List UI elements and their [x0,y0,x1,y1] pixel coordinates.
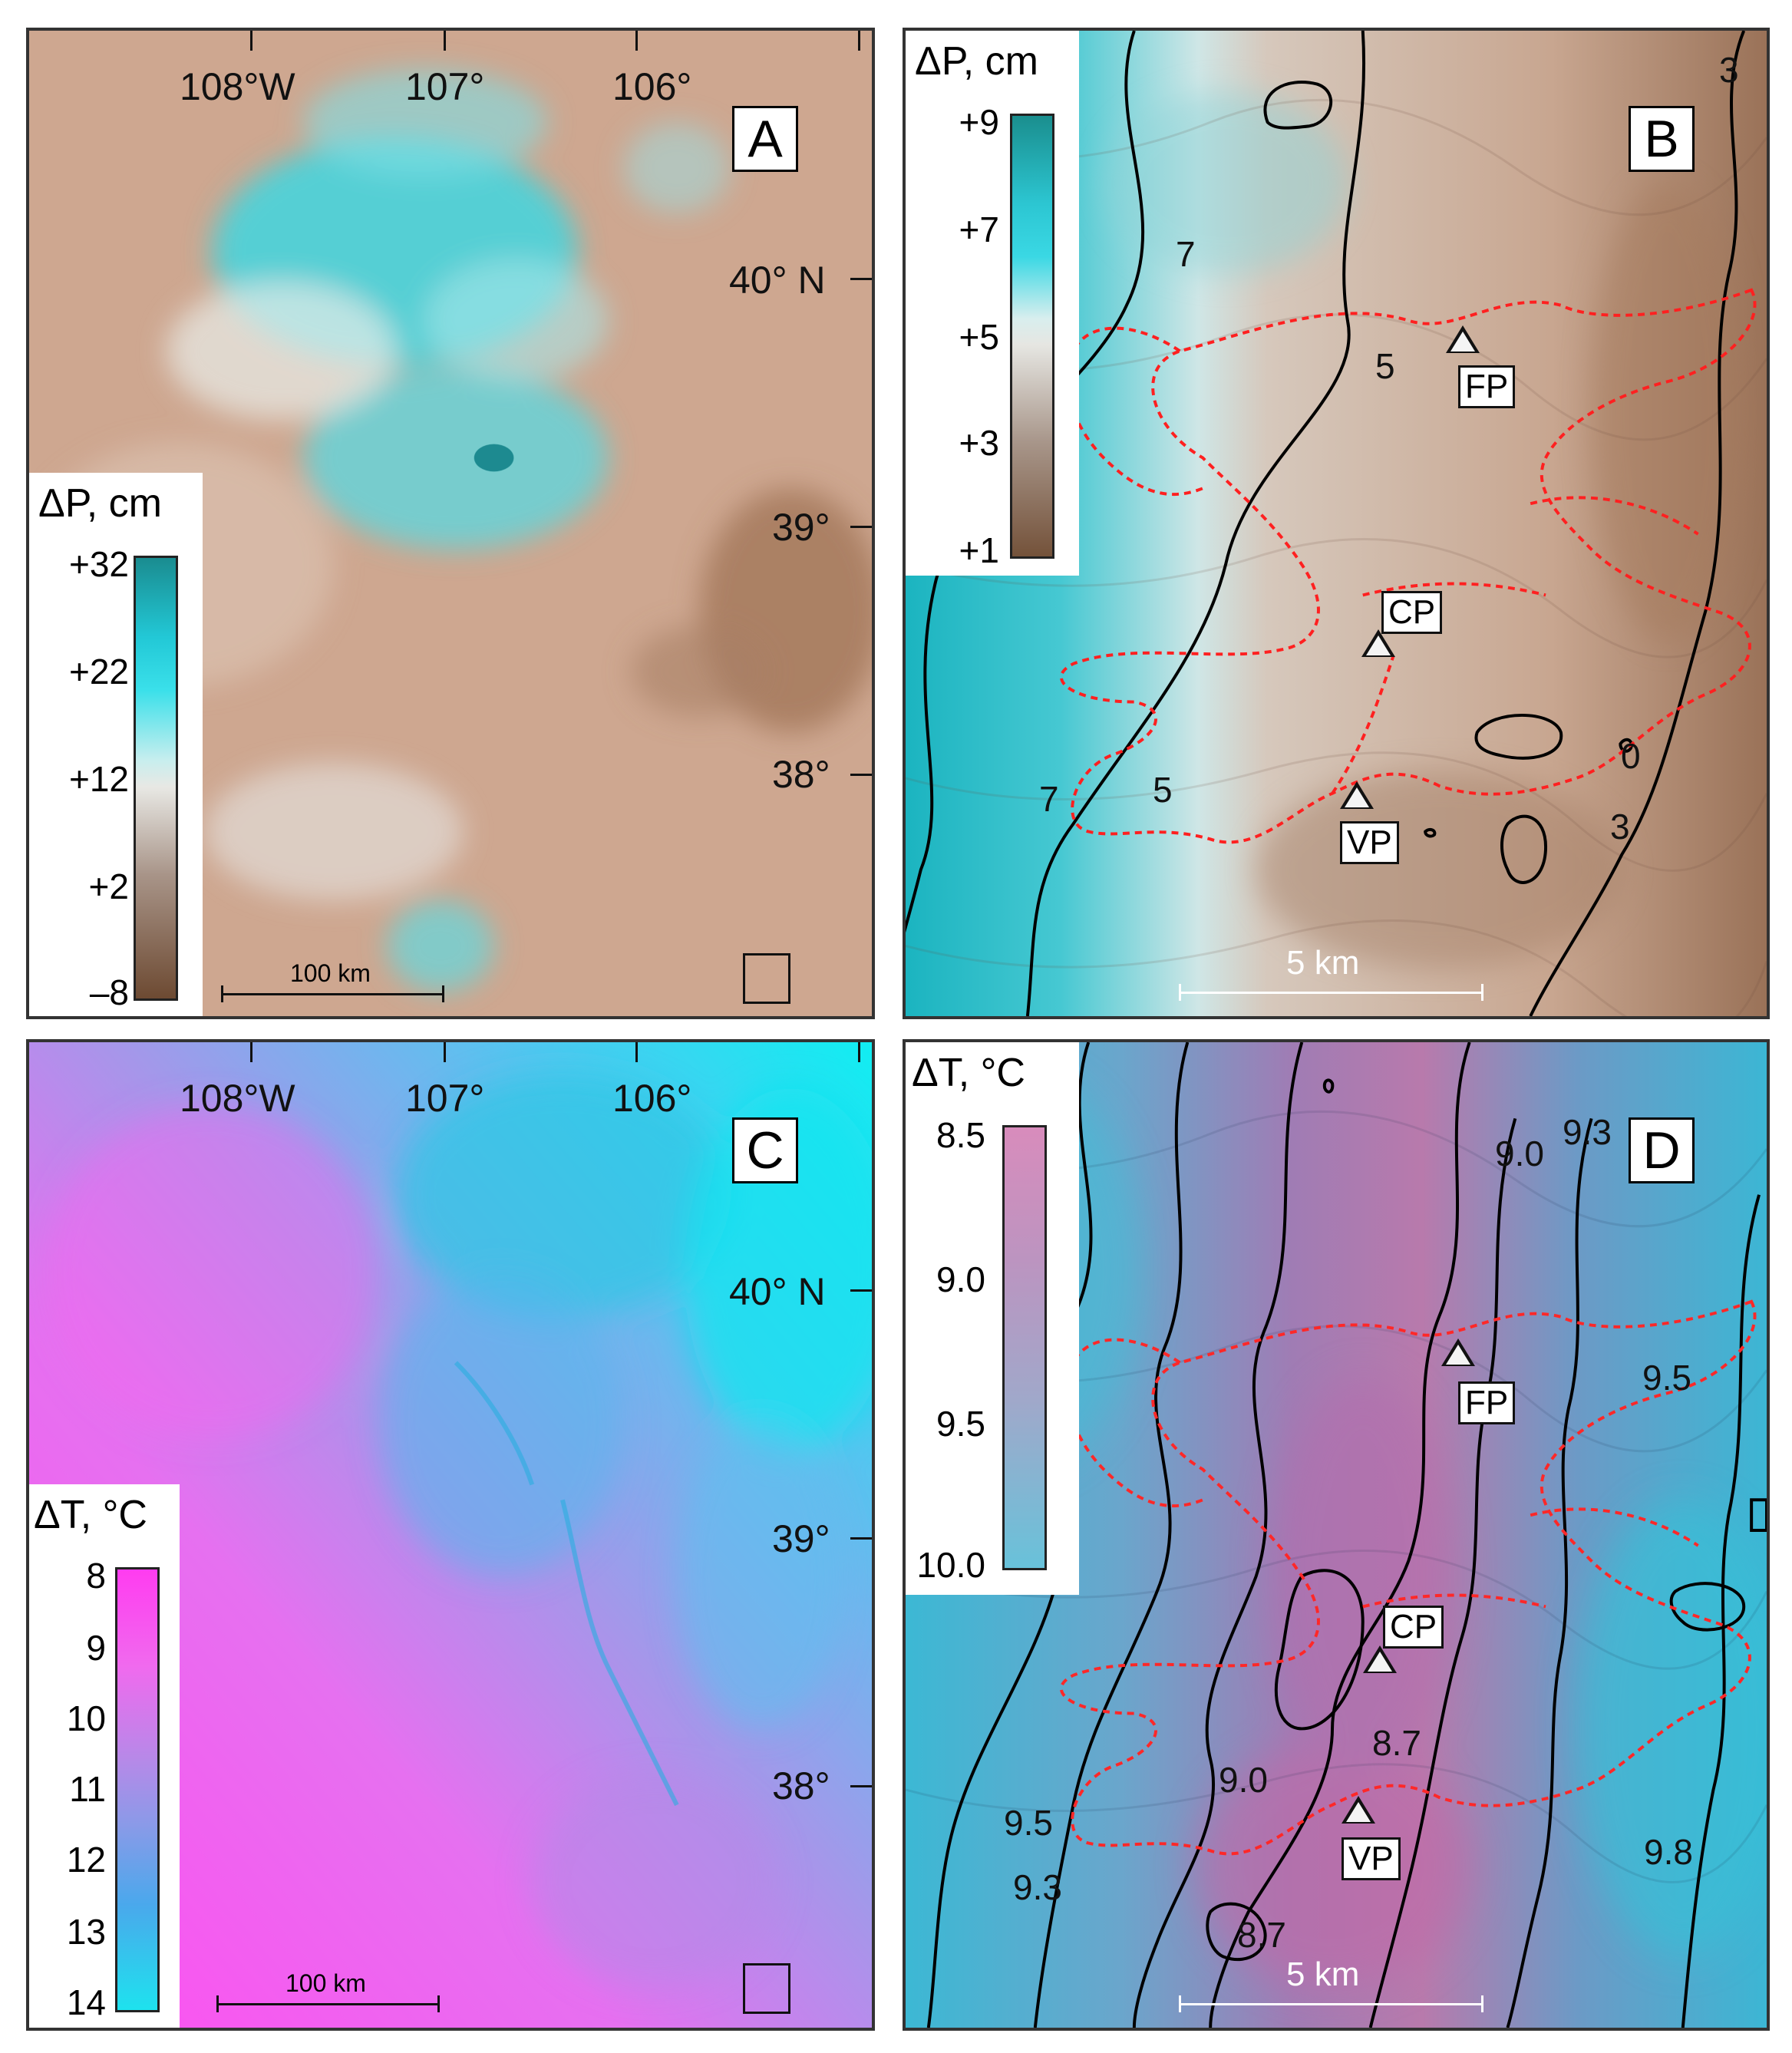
legend-value: 9.5 [936,1404,985,1444]
lon-label-106: 106° [612,65,692,108]
contour-label: 0 [1621,736,1641,776]
contour-label: 8.7 [1372,1723,1421,1763]
contour-label: 9.5 [1642,1358,1691,1398]
panel-a-scalebar: 100 km [221,959,451,1005]
tick-106 [635,31,638,51]
lat-label-40n: 40° N [729,1270,826,1313]
panel-b-legend: ΔP, cm +9 +7 +5 +3 +1 [906,31,1079,576]
contour-label: 3 [1610,807,1630,847]
contour-label: 5 [1375,346,1395,386]
tick-105 [858,1042,860,1062]
scale-label: 100 km [290,959,371,987]
contour-label: 5 [1153,770,1173,810]
legend-value: 10.0 [916,1545,985,1585]
lon-label-107: 107° [405,1077,485,1120]
legend-title: ΔT, °C [912,1051,1025,1095]
tick-39n [850,526,872,528]
tick-38n [850,774,872,776]
legend-value: 8 [86,1556,106,1596]
scale-label: 100 km [285,1969,366,1997]
legend-colorbar [1002,1125,1047,1570]
panel-d-legend: ΔT, °C 8.5 9.0 9.5 10.0 [906,1042,1079,1595]
scale-label: 5 km [1286,944,1360,982]
lon-label-106: 106° [612,1077,692,1120]
tick-39n [850,1537,872,1540]
legend-value: +5 [959,317,999,357]
contour-label: 9.0 [1219,1760,1268,1800]
lat-label-39: 39° [772,506,830,549]
contour-label: 9.8 [1644,1832,1693,1872]
panel-c-legend: ΔT, °C 8 9 10 11 12 13 14 [29,1484,180,2028]
legend-colorbar [134,556,178,1001]
panel-a-legend: ΔP, cm +32 +22 +12 +2 –8 [29,473,203,1016]
contour-label: 9.3 [1013,1867,1062,1907]
panel-d-letter: D [1629,1117,1695,1183]
legend-title: ΔT, °C [34,1493,147,1537]
legend-value: 12 [66,1840,106,1880]
panel-b-letter: B [1629,106,1695,172]
legend-value: +12 [68,759,129,799]
site-label-fp: FP [1458,1381,1516,1424]
panel-d-scalebar: 5 km [1179,1956,1501,2017]
tick-38n [850,1785,872,1787]
panel-b-scalebar: 5 km [1179,944,1501,1005]
lon-label-107: 107° [405,65,485,108]
contour-label: 9.0 [1495,1134,1544,1173]
legend-value: 11 [69,1769,106,1809]
inset-extent-box [743,1963,790,2014]
tick-108w [250,31,252,51]
legend-value: +7 [959,210,999,249]
panel-b: B ΔP, cm +9 +7 +5 +3 +1 7 5 7 5 3 3 0 FP… [903,28,1770,1019]
contour-label: 8.7 [1237,1915,1286,1955]
tick-107 [444,31,446,51]
legend-value: +9 [959,102,999,142]
legend-value: +1 [959,530,999,570]
legend-value: +3 [959,423,999,463]
legend-value: 8.5 [936,1115,985,1155]
contour-label: 9.5 [1004,1803,1053,1843]
legend-value: +22 [68,652,129,691]
contour-label: 7 [1176,234,1196,274]
panel-a: 108°W 107° 106° A 40° N 39° 38° ΔP, cm +… [26,28,875,1019]
site-label-vp: VP [1340,821,1399,864]
legend-colorbar [1010,114,1054,559]
tick-40n [850,1289,872,1292]
legend-value: 14 [66,1982,106,2022]
lat-label-40n: 40° N [729,259,826,302]
legend-value: 10 [66,1698,106,1738]
legend-value: –8 [89,972,129,1012]
site-label-fp: FP [1458,365,1516,408]
panel-c-letter: C [732,1117,798,1183]
panel-a-letter: A [732,106,798,172]
panel-c: 108°W 107° 106° C 40° N 39° 38° ΔT, °C 8… [26,1039,875,2031]
tick-107 [444,1042,446,1062]
site-label-cp: CP [1381,591,1443,634]
lon-label-108w: 108°W [180,1077,295,1120]
tick-108w [250,1042,252,1062]
lat-label-38: 38° [772,1764,830,1807]
tick-106 [635,1042,638,1062]
legend-title: ΔP, cm [915,39,1038,84]
site-label-vp: VP [1342,1837,1401,1880]
scale-label: 5 km [1286,1956,1360,1993]
legend-value: 9 [86,1628,106,1668]
site-label-cp: CP [1383,1606,1444,1649]
lon-label-108w: 108°W [180,65,295,108]
legend-value: 9.0 [936,1259,985,1299]
contour-label: 7 [1039,779,1059,819]
inset-extent-box [743,953,790,1004]
lat-label-38: 38° [772,753,830,796]
tick-40n [850,278,872,280]
legend-title: ΔP, cm [38,481,162,526]
legend-colorbar [115,1567,160,2012]
lat-label-39: 39° [772,1517,830,1560]
legend-value: +32 [68,544,129,584]
panel-d: D ΔT, °C 8.5 9.0 9.5 10.0 9.0 9.3 9.5 8.… [903,1039,1770,2031]
legend-value: 13 [66,1912,106,1952]
legend-value: +2 [88,866,129,906]
panel-c-scalebar: 100 km [216,1969,447,2015]
contour-label: 9.3 [1563,1112,1612,1152]
contour-label: 3 [1719,50,1739,90]
tick-105 [858,31,860,51]
